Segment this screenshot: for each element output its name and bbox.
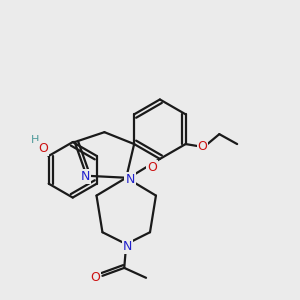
Text: O: O <box>147 161 157 174</box>
Text: O: O <box>197 140 207 152</box>
Text: O: O <box>91 271 100 284</box>
Text: N: N <box>81 170 90 183</box>
Text: N: N <box>122 240 132 253</box>
Text: H: H <box>31 135 39 145</box>
Text: O: O <box>38 142 48 154</box>
Text: N: N <box>125 173 135 186</box>
